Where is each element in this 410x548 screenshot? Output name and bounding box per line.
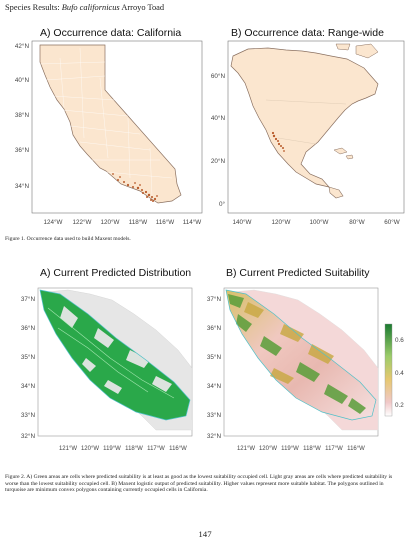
- central-america-shape: [328, 186, 344, 199]
- fig1b-y-axis: 60°N 40°N 20°N 0°: [211, 72, 226, 208]
- fig2a-x-tick: 120°W: [81, 446, 99, 452]
- fig1a-y-tick: 38°N: [15, 111, 30, 119]
- fig2a-x-tick: 117°W: [147, 446, 165, 452]
- fig1b-y-tick: 0°: [219, 200, 226, 208]
- fig2-panel-a-title: A) Current Predicted Distribution: [40, 267, 192, 279]
- fig2a-distribution-map: 37°N 36°N 35°N 34°N 33°N 32°N 121°W 120°…: [21, 287, 193, 452]
- occurrence-points: [112, 173, 158, 202]
- fig2b-x-tick: 117°W: [325, 446, 343, 452]
- fig1b-x-tick: 100°W: [310, 218, 329, 226]
- fig2b-y-tick: 37°N: [207, 295, 222, 303]
- fig2b-y-tick: 33°N: [207, 411, 222, 419]
- legend-tick: 0.6: [395, 337, 404, 344]
- fig2b-y-tick: 36°N: [207, 324, 222, 332]
- fig2-panel-b-title: B) Current Predicted Suitability: [226, 267, 370, 279]
- fig1a-x-tick: 124°W: [44, 218, 63, 226]
- fig2a-y-axis: 37°N 36°N 35°N 34°N 33°N 32°N: [21, 295, 36, 440]
- fig1-panel-a-title: A) Occurrence data: California: [40, 27, 182, 39]
- fig1b-x-tick: 60°W: [384, 218, 400, 226]
- fig2b-y-tick: 35°N: [207, 353, 222, 361]
- fig2a-y-tick: 36°N: [21, 324, 36, 332]
- fig1-rangewide-map: 60°N 40°N 20°N 0° 140°W 120°W 100°W 80°W…: [211, 40, 405, 226]
- fig2a-x-tick: 118°W: [125, 446, 143, 452]
- fig2a-y-tick: 32°N: [21, 432, 36, 440]
- fig2b-x-tick: 120°W: [259, 446, 277, 452]
- california-shape: [39, 44, 182, 204]
- fig1a-x-tick: 120°W: [101, 218, 120, 226]
- arctic-islands: [335, 43, 379, 59]
- fig2a-x-tick: 121°W: [59, 446, 77, 452]
- fig2a-y-tick: 37°N: [21, 295, 36, 303]
- fig1a-x-tick: 116°W: [156, 218, 175, 226]
- fig2b-y-axis: 37°N 36°N 35°N 34°N 33°N 32°N: [207, 295, 222, 440]
- suitability-legend-bar: [384, 323, 393, 417]
- fig2a-x-tick: 116°W: [169, 446, 187, 452]
- fig2a-x-axis: 121°W 120°W 119°W 118°W 117°W 116°W: [59, 446, 187, 452]
- fig1b-x-tick: 140°W: [233, 218, 252, 226]
- fig1a-x-axis: 124°W 122°W 120°W 118°W 116°W 114°W: [44, 218, 202, 226]
- fig2b-suitability-map: 37°N 36°N 35°N 34°N 33°N 32°N 121°W 120°…: [207, 287, 404, 452]
- page-number: 147: [198, 529, 212, 539]
- fig1b-y-tick: 20°N: [211, 157, 226, 165]
- fig1-california-map: 42°N 40°N 38°N 36°N 34°N 124°W 122°W 120…: [15, 40, 203, 226]
- fig2b-x-tick: 119°W: [281, 446, 299, 452]
- fig2b-high-suitability: [228, 294, 366, 414]
- figure2-caption: Figure 2. A) Green areas are cells where…: [5, 474, 393, 494]
- legend-tick: 0.2: [395, 402, 404, 409]
- north-america-shape: [230, 47, 379, 188]
- fig2a-y-tick: 34°N: [21, 382, 36, 390]
- fig1b-x-tick: 80°W: [349, 218, 365, 226]
- fig2b-medium-suitability: [244, 302, 334, 384]
- fig2-maps: 37°N 36°N 35°N 34°N 33°N 32°N 121°W 120°…: [21, 287, 404, 452]
- fig2b-convex-polygon: [225, 289, 377, 421]
- fig2b-x-tick: 121°W: [237, 446, 255, 452]
- caribbean-islands: [333, 147, 354, 160]
- fig1a-x-tick: 122°W: [73, 218, 92, 226]
- fig2b-x-tick: 118°W: [303, 446, 321, 452]
- fig1a-y-tick: 36°N: [15, 146, 30, 154]
- fig2b-x-tick: 116°W: [347, 446, 365, 452]
- fig2b-y-tick: 32°N: [207, 432, 222, 440]
- fig2b-y-tick: 34°N: [207, 382, 222, 390]
- legend-tick: 0.4: [395, 370, 404, 377]
- fig2a-y-tick: 33°N: [21, 411, 36, 419]
- fig1b-y-tick: 60°N: [211, 72, 226, 80]
- suitability-legend-ticks: 0.6 0.4 0.2: [395, 337, 404, 409]
- fig1a-y-tick: 34°N: [15, 182, 30, 190]
- fig2b-x-axis: 121°W 120°W 119°W 118°W 117°W 116°W: [237, 446, 365, 452]
- fig2a-y-tick: 35°N: [21, 353, 36, 361]
- occurrence-points-rangewide: [271, 131, 285, 152]
- fig2b-suitability-fill: [226, 290, 376, 420]
- fig1a-y-axis: 42°N 40°N 38°N 36°N 34°N: [15, 42, 30, 190]
- fig1a-x-tick: 114°W: [183, 218, 202, 226]
- fig1a-y-tick: 42°N: [15, 42, 30, 50]
- fig2a-convex-polygon: [39, 289, 191, 421]
- species-name: Bufo californicus: [61, 3, 120, 12]
- common-name: Arroyo Toad: [119, 3, 165, 12]
- fig1a-x-tick: 118°W: [129, 218, 148, 226]
- fig1b-y-tick: 40°N: [211, 114, 226, 122]
- fig1-panel-b-title: B) Occurrence data: Range-wide: [231, 27, 384, 39]
- fig2a-x-tick: 119°W: [103, 446, 121, 452]
- border-lines: [265, 99, 347, 145]
- fig1a-y-tick: 40°N: [15, 76, 30, 84]
- fig1b-x-tick: 120°W: [272, 218, 291, 226]
- header-prefix: Species Results:: [5, 3, 62, 12]
- page-header: Species Results: Bufo californicus Arroy…: [5, 3, 164, 12]
- fig1b-x-axis: 140°W 120°W 100°W 80°W 60°W: [233, 218, 400, 226]
- county-lines: [39, 47, 173, 197]
- figure1-caption: Figure 1. Occurrence data used to build …: [5, 236, 131, 242]
- fig2a-baja-region: [178, 416, 192, 430]
